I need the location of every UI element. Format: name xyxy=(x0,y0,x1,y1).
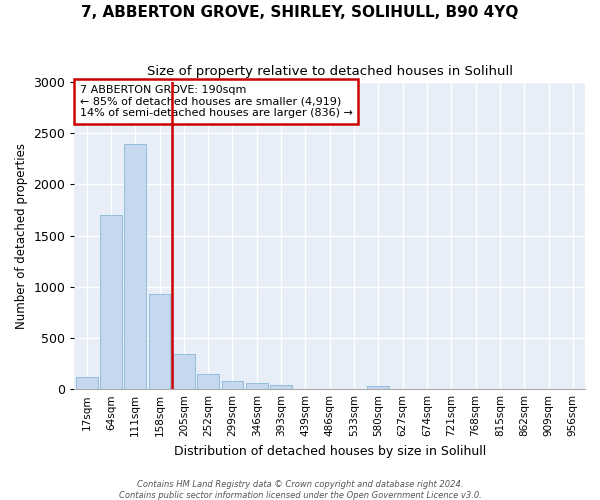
Bar xyxy=(76,378,98,389)
Bar xyxy=(367,386,389,389)
Bar xyxy=(246,383,268,389)
Bar xyxy=(124,144,146,389)
Bar xyxy=(270,384,292,389)
Text: 7, ABBERTON GROVE, SHIRLEY, SOLIHULL, B90 4YQ: 7, ABBERTON GROVE, SHIRLEY, SOLIHULL, B9… xyxy=(82,5,518,20)
X-axis label: Distribution of detached houses by size in Solihull: Distribution of detached houses by size … xyxy=(173,444,486,458)
Text: 7 ABBERTON GROVE: 190sqm
← 85% of detached houses are smaller (4,919)
14% of sem: 7 ABBERTON GROVE: 190sqm ← 85% of detach… xyxy=(80,85,352,118)
Bar xyxy=(221,382,244,389)
Bar xyxy=(149,294,170,389)
Bar xyxy=(173,354,195,389)
Text: Contains HM Land Registry data © Crown copyright and database right 2024.
Contai: Contains HM Land Registry data © Crown c… xyxy=(119,480,481,500)
Bar xyxy=(197,374,219,389)
Bar xyxy=(100,215,122,389)
Title: Size of property relative to detached houses in Solihull: Size of property relative to detached ho… xyxy=(147,65,513,78)
Y-axis label: Number of detached properties: Number of detached properties xyxy=(15,142,28,328)
